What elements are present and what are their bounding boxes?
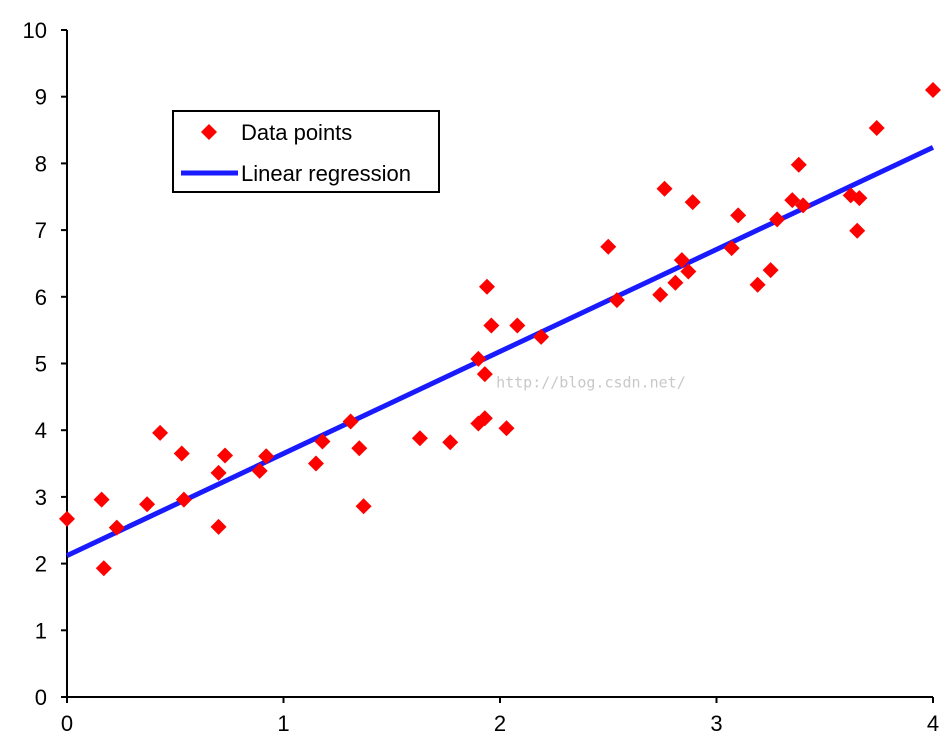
x-tick-label: 3 — [710, 711, 722, 736]
data-point — [307, 455, 324, 472]
data-point — [868, 120, 885, 137]
data-point — [600, 238, 617, 255]
regression-line-group — [65, 145, 935, 558]
data-point — [210, 464, 227, 481]
data-point — [173, 445, 190, 462]
y-tick-label: 7 — [35, 218, 47, 243]
data-point — [784, 192, 801, 209]
y-tick-label: 8 — [35, 151, 47, 176]
data-point — [355, 498, 372, 515]
data-point — [139, 496, 156, 513]
data-point — [498, 420, 515, 437]
axes: 0 1 2 3 4 5 6 7 8 9 10 0 1 2 3 4 — [23, 18, 940, 736]
data-point — [790, 156, 807, 173]
legend-point-marker — [201, 124, 217, 140]
data-point — [533, 328, 550, 345]
watermark-text: http://blog.csdn.net/ — [496, 374, 686, 392]
data-point — [470, 350, 487, 367]
watermark-group: http://blog.csdn.net/ — [496, 374, 686, 392]
data-point — [723, 240, 740, 257]
data-point — [652, 286, 669, 303]
data-point — [210, 518, 227, 535]
data-point — [849, 222, 866, 239]
x-tick-label: 4 — [927, 711, 939, 736]
data-point — [673, 252, 690, 269]
legend: Data points Linear regression — [172, 110, 440, 193]
data-point — [608, 292, 625, 309]
legend-box — [172, 110, 440, 193]
y-tick-label: 10 — [23, 18, 47, 43]
data-point — [730, 207, 747, 224]
data-point — [509, 317, 526, 334]
data-point — [656, 180, 673, 197]
data-point — [342, 413, 359, 430]
y-tick-label: 2 — [35, 552, 47, 577]
data-point — [795, 197, 812, 214]
data-point — [479, 278, 496, 295]
data-point — [851, 190, 868, 207]
data-point — [476, 366, 493, 383]
y-tick-label: 5 — [35, 352, 47, 377]
x-tick-label: 2 — [494, 711, 506, 736]
data-point — [483, 317, 500, 334]
x-tick-label: 1 — [277, 711, 289, 736]
data-point — [749, 276, 766, 293]
data-point — [95, 560, 112, 577]
y-tick-label: 4 — [35, 418, 47, 443]
data-point — [476, 410, 493, 427]
data-point — [152, 424, 169, 441]
data-point — [680, 263, 697, 280]
data-point — [925, 82, 941, 99]
regression-line — [65, 145, 935, 558]
data-point — [762, 262, 779, 279]
data-point — [684, 194, 701, 211]
data-point — [108, 519, 125, 536]
data-point — [769, 211, 786, 228]
y-tick-label: 1 — [35, 618, 47, 643]
data-point — [411, 430, 428, 447]
data-point — [93, 491, 110, 508]
y-tick-label: 9 — [35, 85, 47, 110]
x-tick-label: 0 — [61, 711, 73, 736]
data-points-group — [59, 82, 941, 577]
data-point — [351, 440, 368, 457]
data-point — [667, 274, 684, 291]
data-point — [251, 462, 268, 479]
legend-label-line: Linear regression — [241, 161, 411, 186]
y-tick-label: 0 — [35, 685, 47, 710]
data-point — [442, 434, 459, 451]
data-point — [217, 447, 234, 464]
y-tick-label: 3 — [35, 485, 47, 510]
legend-label-points: Data points — [241, 120, 352, 145]
data-point — [175, 491, 192, 508]
data-point — [59, 510, 75, 527]
data-point — [314, 433, 331, 450]
data-point — [258, 448, 275, 465]
y-tick-label: 6 — [35, 285, 47, 310]
